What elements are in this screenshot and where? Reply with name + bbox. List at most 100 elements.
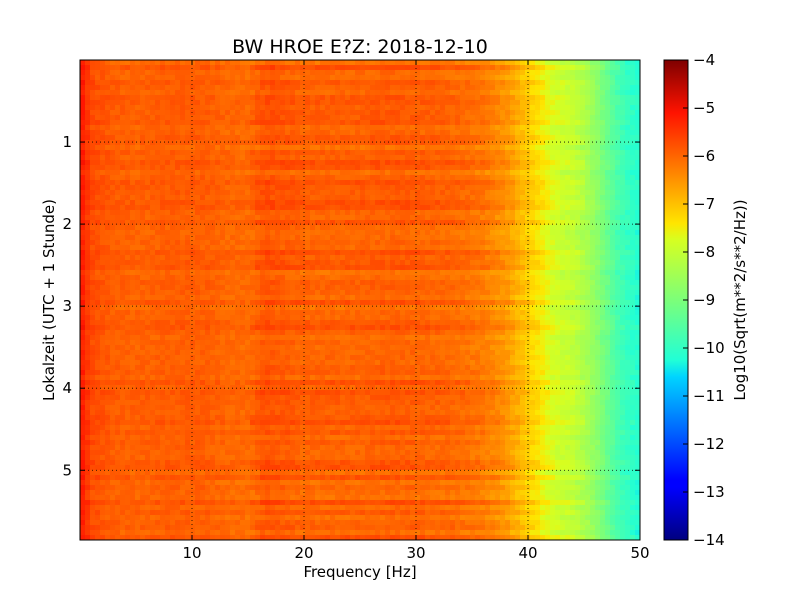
heatmap-cell xyxy=(445,130,451,136)
heatmap-cell xyxy=(330,70,336,76)
heatmap-cell xyxy=(310,95,316,101)
heatmap-cell xyxy=(450,90,456,96)
heatmap-cell xyxy=(205,235,211,241)
heatmap-cell xyxy=(310,70,316,76)
heatmap-cell xyxy=(555,75,561,81)
heatmap-cell xyxy=(350,95,356,101)
heatmap-cell xyxy=(260,100,266,106)
heatmap-cell xyxy=(395,110,401,116)
heatmap-cell xyxy=(545,85,551,91)
heatmap-cell xyxy=(415,155,421,161)
heatmap-cell xyxy=(195,130,201,136)
heatmap-cell xyxy=(115,230,121,236)
heatmap-cell xyxy=(375,100,381,106)
heatmap-cell xyxy=(85,240,91,246)
heatmap-cell xyxy=(315,190,321,196)
heatmap-cell xyxy=(225,80,231,86)
heatmap-cell xyxy=(365,155,371,161)
heatmap-cell xyxy=(460,260,466,266)
heatmap-cell xyxy=(265,75,271,81)
heatmap-cell xyxy=(220,250,226,256)
heatmap-cell xyxy=(155,255,161,261)
heatmap-cell xyxy=(610,205,616,211)
heatmap-cell xyxy=(195,135,201,141)
heatmap-cell xyxy=(550,270,556,276)
heatmap-cell xyxy=(435,240,441,246)
heatmap-cell xyxy=(95,255,101,261)
heatmap-cell xyxy=(555,265,561,271)
heatmap-cell xyxy=(85,60,91,66)
heatmap-cell xyxy=(310,260,316,266)
heatmap-cell xyxy=(610,110,616,116)
heatmap-cell xyxy=(585,215,591,221)
heatmap-cell xyxy=(205,120,211,126)
heatmap-cell xyxy=(515,85,521,91)
heatmap-cell xyxy=(215,250,221,256)
heatmap-cell xyxy=(80,215,86,221)
heatmap-cell xyxy=(80,180,86,186)
heatmap-cell xyxy=(90,160,96,166)
heatmap-cell xyxy=(155,250,161,256)
heatmap-cell xyxy=(350,245,356,251)
heatmap-cell xyxy=(375,245,381,251)
heatmap-cell xyxy=(145,195,151,201)
heatmap-cell xyxy=(460,115,466,121)
heatmap-cell xyxy=(525,240,531,246)
heatmap-cell xyxy=(260,115,266,121)
heatmap-cell xyxy=(320,75,326,81)
heatmap-cell xyxy=(380,120,386,126)
heatmap-cell xyxy=(135,225,141,231)
heatmap-cell xyxy=(330,65,336,71)
heatmap-cell xyxy=(520,225,526,231)
heatmap-cell xyxy=(460,135,466,141)
heatmap-cell xyxy=(420,120,426,126)
heatmap-cell xyxy=(305,280,311,286)
heatmap-cell xyxy=(240,70,246,76)
heatmap-cell xyxy=(385,150,391,156)
heatmap-cell xyxy=(445,230,451,236)
heatmap-cell xyxy=(270,240,276,246)
heatmap-cell xyxy=(410,265,416,271)
heatmap-cell xyxy=(140,65,146,71)
heatmap-cell xyxy=(290,135,296,141)
heatmap-cell xyxy=(240,270,246,276)
heatmap-cell xyxy=(190,180,196,186)
heatmap-cell xyxy=(565,245,571,251)
heatmap-cell xyxy=(535,195,541,201)
heatmap-cell xyxy=(565,250,571,256)
heatmap-cell xyxy=(175,70,181,76)
heatmap-cell xyxy=(315,65,321,71)
heatmap-cell xyxy=(270,65,276,71)
heatmap-cell xyxy=(330,130,336,136)
heatmap-cell xyxy=(500,230,506,236)
heatmap-cell xyxy=(350,120,356,126)
heatmap-cell xyxy=(280,270,286,276)
heatmap-cell xyxy=(405,60,411,66)
heatmap-cell xyxy=(605,110,611,116)
heatmap-cell xyxy=(115,145,121,151)
heatmap-cell xyxy=(425,110,431,116)
heatmap-cell xyxy=(160,80,166,86)
heatmap-cell xyxy=(515,240,521,246)
heatmap-cell xyxy=(575,95,581,101)
heatmap-cell xyxy=(520,185,526,191)
heatmap-cell xyxy=(125,95,131,101)
heatmap-cell xyxy=(560,235,566,241)
heatmap-cell xyxy=(235,70,241,76)
heatmap-cell xyxy=(385,155,391,161)
heatmap-cell xyxy=(195,245,201,251)
heatmap-cell xyxy=(370,60,376,66)
heatmap-cell xyxy=(255,75,261,81)
heatmap-cell xyxy=(555,165,561,171)
heatmap-cell xyxy=(435,100,441,106)
heatmap-cell xyxy=(260,180,266,186)
heatmap-cell xyxy=(505,130,511,136)
heatmap-cell xyxy=(380,270,386,276)
heatmap-cell xyxy=(605,240,611,246)
heatmap-cell xyxy=(550,205,556,211)
heatmap-cell xyxy=(505,270,511,276)
heatmap-cell xyxy=(620,275,626,281)
heatmap-cell xyxy=(635,240,640,246)
heatmap-cell xyxy=(155,210,161,216)
heatmap-cell xyxy=(330,85,336,91)
